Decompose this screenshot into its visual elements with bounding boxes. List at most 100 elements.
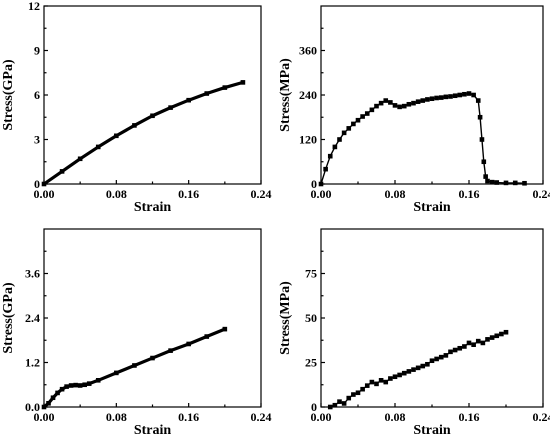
data-point xyxy=(114,370,119,376)
data-point xyxy=(86,381,92,386)
y-tick-label: 0 xyxy=(34,177,40,191)
data-point xyxy=(489,335,495,340)
y-tick-label: 3.6 xyxy=(25,267,40,281)
data-point xyxy=(425,361,430,367)
y-tick-label: 240 xyxy=(299,88,317,102)
data-point xyxy=(494,333,500,339)
data-point xyxy=(55,390,60,396)
data-point xyxy=(150,355,155,361)
x-tick-label: 0.24 xyxy=(251,187,272,201)
data-point xyxy=(64,384,69,389)
data-point xyxy=(364,383,370,388)
y-tick-label: 2.4 xyxy=(25,311,40,325)
data-point xyxy=(204,91,210,96)
data-point xyxy=(392,103,398,108)
data-point xyxy=(434,95,439,101)
data-point xyxy=(397,372,402,378)
data-point xyxy=(369,107,375,113)
chart-bottom-left: 0.00 0.08 0.16 0.24 0.0 1.2 2.4 3.6 Strain Stress… xyxy=(1,228,272,438)
plot-frame xyxy=(320,228,544,408)
data-point xyxy=(443,94,449,100)
data-point xyxy=(411,367,416,372)
y-tick-label: 0 xyxy=(311,177,317,191)
data-point xyxy=(374,381,379,387)
data-point xyxy=(415,99,421,104)
chart-top-left: 0.00 0.08 0.16 0.24 0 3 6 9 12 Strain Stress(GPa) xyxy=(1,0,272,215)
data-point xyxy=(351,121,356,127)
data-point xyxy=(341,130,347,136)
data-point xyxy=(494,180,500,185)
data-point xyxy=(374,103,379,109)
x-tick-label: 0.08 xyxy=(106,187,127,201)
x-tick-label: 0.00 xyxy=(34,410,55,424)
data-point xyxy=(204,334,210,339)
y-tick-label: 12 xyxy=(28,0,40,13)
data-point xyxy=(327,153,333,159)
data-point xyxy=(222,326,228,332)
data-point xyxy=(457,92,463,98)
data-point xyxy=(346,395,352,401)
data-point xyxy=(475,338,481,344)
data-point xyxy=(406,369,412,374)
series-line xyxy=(43,80,244,186)
data-point xyxy=(168,348,173,353)
data-point xyxy=(448,349,453,355)
x-tick-label: 0.24 xyxy=(533,410,550,424)
plot-frame xyxy=(43,5,262,185)
data-point xyxy=(429,96,435,102)
data-point xyxy=(429,358,435,364)
data-point xyxy=(59,386,65,392)
data-point xyxy=(471,342,476,347)
x-tick-label: 0.24 xyxy=(533,187,550,201)
data-point xyxy=(499,331,504,337)
x-tick-label: 0.00 xyxy=(34,187,55,201)
data-point xyxy=(411,100,416,106)
data-point xyxy=(452,347,458,353)
data-point xyxy=(443,353,449,358)
x-axis-label: Strain xyxy=(413,423,451,438)
data-point xyxy=(388,100,393,105)
x-tick-label: 0.16 xyxy=(459,410,480,424)
data-point xyxy=(434,356,439,362)
data-point xyxy=(462,344,467,349)
y-tick-label: 50 xyxy=(305,311,317,325)
data-point xyxy=(77,383,83,388)
x-tick-label: 0.08 xyxy=(106,410,127,424)
x-tick-label: 0.16 xyxy=(459,187,480,201)
data-point xyxy=(383,98,389,103)
series-line xyxy=(320,92,525,185)
data-point xyxy=(462,91,467,97)
data-point xyxy=(452,93,458,99)
data-point xyxy=(485,337,490,342)
data-point xyxy=(364,111,370,116)
data-point xyxy=(471,92,476,98)
data-point xyxy=(168,105,173,110)
data-point xyxy=(477,114,483,120)
data-point xyxy=(485,178,490,184)
y-axis-label: Stress(MPa) xyxy=(278,58,293,132)
data-point xyxy=(323,166,328,172)
data-point xyxy=(425,97,430,102)
data-point xyxy=(41,404,47,410)
data-point xyxy=(132,363,137,368)
data-point xyxy=(481,159,487,165)
x-tick-label: 0.08 xyxy=(385,187,406,201)
data-point xyxy=(392,374,398,380)
plot-frame xyxy=(320,5,544,185)
data-point xyxy=(489,179,495,185)
y-tick-label: 6 xyxy=(34,88,40,102)
data-point xyxy=(95,378,101,383)
y-tick-label: 75 xyxy=(305,267,317,281)
data-point xyxy=(360,114,365,119)
y-tick-label: 120 xyxy=(299,133,317,147)
data-point xyxy=(150,113,155,119)
data-point xyxy=(186,97,191,103)
data-point xyxy=(388,376,393,381)
y-tick-label: 3 xyxy=(34,133,40,147)
data-point xyxy=(95,144,101,150)
data-point xyxy=(355,117,361,123)
data-point xyxy=(318,181,324,187)
x-axis-label: Strain xyxy=(413,200,451,215)
data-point xyxy=(222,85,228,90)
data-point xyxy=(355,390,361,396)
